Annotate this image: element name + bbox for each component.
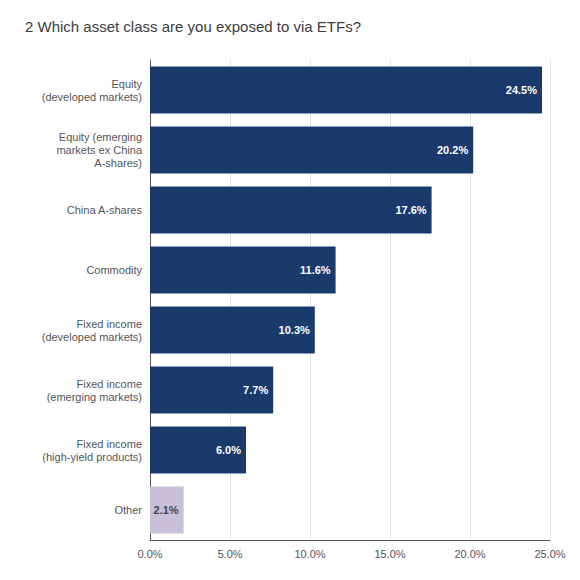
- svg-text:(high-yield products): (high-yield products): [42, 451, 142, 463]
- svg-text:11.6%: 11.6%: [300, 264, 331, 276]
- svg-text:6.0%: 6.0%: [216, 444, 241, 456]
- svg-text:Fixed income: Fixed income: [77, 378, 142, 390]
- svg-text:25.0%: 25.0%: [534, 548, 565, 560]
- svg-text:2.1%: 2.1%: [154, 504, 179, 516]
- svg-text:15.0%: 15.0%: [374, 548, 405, 560]
- svg-text:Equity: Equity: [111, 78, 142, 90]
- svg-text:24.5%: 24.5%: [506, 84, 537, 96]
- svg-text:China A-shares: China A-shares: [67, 204, 143, 216]
- svg-text:Equity (emerging: Equity (emerging: [59, 131, 142, 143]
- svg-text:7.7%: 7.7%: [243, 384, 268, 396]
- svg-text:5.0%: 5.0%: [217, 548, 242, 560]
- svg-text:20.2%: 20.2%: [437, 144, 468, 156]
- svg-text:10.0%: 10.0%: [294, 548, 325, 560]
- svg-text:0.0%: 0.0%: [137, 548, 162, 560]
- svg-text:Commodity: Commodity: [86, 264, 142, 276]
- svg-text:10.3%: 10.3%: [279, 324, 310, 336]
- svg-text:(emerging markets): (emerging markets): [47, 391, 142, 403]
- svg-text:17.6%: 17.6%: [395, 204, 426, 216]
- svg-text:A-shares): A-shares): [94, 157, 142, 169]
- svg-text:Other: Other: [114, 504, 142, 516]
- svg-text:(developed markets): (developed markets): [42, 331, 142, 343]
- svg-text:Fixed income: Fixed income: [77, 318, 142, 330]
- svg-text:Fixed income: Fixed income: [77, 438, 142, 450]
- svg-text:20.0%: 20.0%: [454, 548, 485, 560]
- svg-text:(developed markets): (developed markets): [42, 91, 142, 103]
- svg-text:2 Which asset class are you ex: 2 Which asset class are you exposed to v…: [25, 18, 361, 35]
- svg-text:markets ex China: markets ex China: [56, 144, 142, 156]
